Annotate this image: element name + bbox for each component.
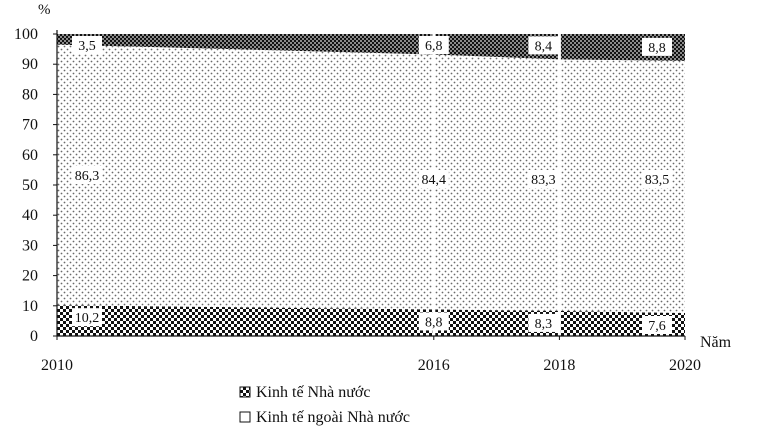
area-series-3 <box>57 34 685 61</box>
data-label-box <box>642 170 672 188</box>
area-series-2 <box>57 44 685 314</box>
data-label-box <box>528 313 559 332</box>
data-label-middle: 83,3 <box>531 173 556 188</box>
y-tick-label: 70 <box>22 117 38 134</box>
data-label-bottom: 8,3 <box>535 317 553 332</box>
x-tick-label: 2020 <box>669 357 701 374</box>
data-label-box <box>528 170 559 188</box>
data-label-box <box>528 36 559 55</box>
data-label-box <box>418 36 449 54</box>
y-tick-label: 10 <box>22 298 38 315</box>
x-tick-label: 2018 <box>543 357 575 374</box>
y-tick-label: 60 <box>22 147 38 164</box>
y-tick-label: 0 <box>30 328 38 345</box>
data-label-top: 6,8 <box>425 39 443 54</box>
data-label-top: 3,5 <box>78 39 96 54</box>
y-tick-label: 90 <box>22 56 38 73</box>
data-label-middle: 84,4 <box>422 173 447 188</box>
data-label-top: 8,4 <box>535 39 553 54</box>
data-label-top: 8,8 <box>648 41 666 56</box>
data-label-box <box>418 170 449 188</box>
y-tick-label: 40 <box>22 207 38 224</box>
y-tick-label: 100 <box>14 26 38 43</box>
data-label-box <box>642 37 672 56</box>
x-tick-label: 2016 <box>418 357 450 374</box>
area-series-1 <box>57 305 685 336</box>
data-label-box <box>642 316 672 334</box>
y-tick-label: 80 <box>22 86 38 103</box>
x-tick-label: 2010 <box>41 357 73 374</box>
x-unit-label: Năm <box>700 334 732 351</box>
legend: Kinh tế Nhà nước Kinh tế ngoài Nhà nước <box>239 384 410 426</box>
data-label-box <box>418 312 449 331</box>
data-label-middle: 86,3 <box>75 169 100 184</box>
legend-swatch-state <box>239 386 251 398</box>
data-label-bottom: 7,6 <box>648 319 666 334</box>
data-label-box <box>72 308 102 327</box>
y-tick-label: 50 <box>22 177 38 194</box>
data-label-bottom: 10,2 <box>75 311 100 326</box>
y-tick-label: 20 <box>22 268 38 285</box>
legend-label-non-state: Kinh tế ngoài Nhà nước <box>256 409 410 426</box>
y-tick-label: 30 <box>22 237 38 254</box>
data-label-bottom: 8,8 <box>425 315 443 330</box>
legend-label-state: Kinh tế Nhà nước <box>256 384 370 401</box>
data-label-box <box>72 166 102 184</box>
data-label-box <box>72 36 102 54</box>
data-label-middle: 83,5 <box>645 173 670 188</box>
legend-swatch-non-state <box>239 411 251 423</box>
year-separator <box>557 34 561 336</box>
y-unit-label: % <box>38 2 51 18</box>
